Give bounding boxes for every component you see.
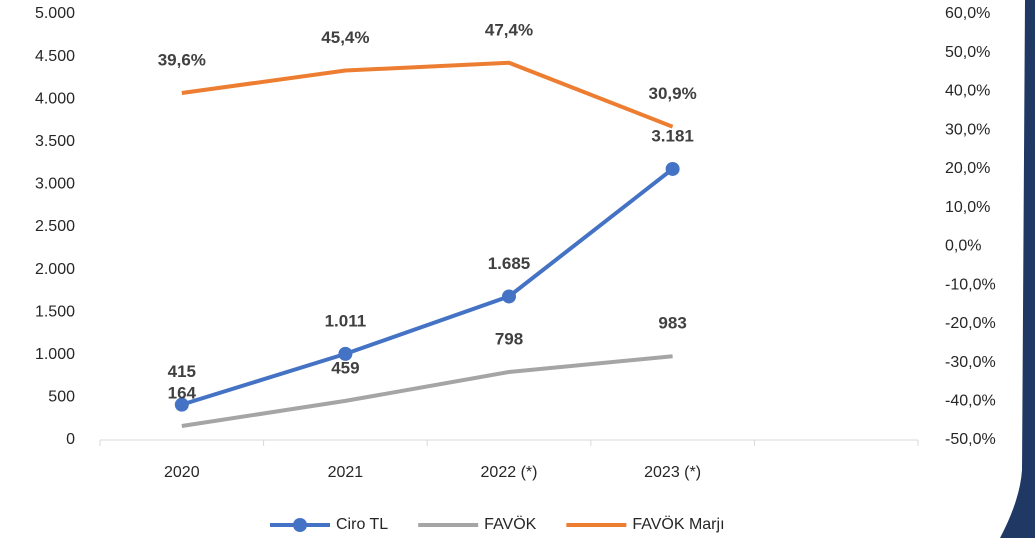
y2-tick-label: 0,0% (945, 238, 981, 255)
data-label: 415 (168, 362, 196, 381)
x-tick-label: 2023 (*) (644, 464, 701, 481)
y-tick-label: 4.000 (35, 90, 75, 107)
data-label: 1.011 (325, 311, 367, 330)
y-tick-label: 3.000 (35, 176, 75, 193)
x-tick-label: 2020 (164, 464, 200, 481)
data-label: 3.181 (651, 126, 694, 145)
series-line (181, 60, 674, 129)
y-tick-label: 500 (48, 389, 75, 406)
x-tick-label: 2022 (*) (481, 464, 538, 481)
legend-label: FAVÖK Marjı (632, 515, 724, 533)
legend-label: FAVÖK (484, 515, 536, 533)
data-label: 459 (331, 358, 359, 377)
legend-marker (293, 518, 307, 532)
legend-label: Ciro TL (336, 516, 388, 533)
y-tick-label: 0 (66, 431, 75, 448)
y-tick-label: 4.500 (35, 48, 75, 65)
decoration (1000, 0, 1035, 538)
point (338, 346, 353, 361)
y-tick-label: 1.000 (35, 346, 75, 363)
data-label: 45,4% (321, 28, 369, 47)
data-label: 983 (658, 314, 686, 333)
data-label: 39,6% (158, 50, 206, 69)
y2-tick-label: -30,0% (945, 354, 996, 371)
point (502, 289, 516, 304)
y2-tick-label: 30,0% (945, 121, 990, 138)
data-label: 30,9% (648, 84, 696, 103)
data-label: 1.685 (488, 254, 531, 273)
series-line (181, 167, 674, 407)
y2-tick-label: 10,0% (945, 199, 990, 216)
point (665, 161, 680, 176)
y2-tick-label: 20,0% (945, 160, 990, 177)
y-tick-label: 2.000 (35, 261, 75, 278)
y2-tick-label: 60,0% (945, 5, 990, 22)
y2-tick-label: -10,0% (945, 276, 996, 293)
y2-tick-label: -40,0% (945, 392, 996, 409)
data-label: 164 (168, 384, 197, 403)
point (174, 397, 189, 412)
data-label: 798 (495, 329, 523, 348)
y2-tick-label: 50,0% (945, 44, 990, 61)
data-label: 47,4% (485, 20, 533, 39)
y-tick-label: 2.500 (35, 218, 75, 235)
series-line (181, 354, 673, 429)
y2-tick-label: 40,0% (945, 83, 990, 100)
y2-tick-label: -20,0% (945, 315, 996, 332)
y2-tick-label: -50,0% (945, 431, 996, 448)
y-tick-label: 3.500 (35, 133, 75, 150)
y-tick-label: 1.500 (35, 303, 75, 320)
y-tick-label: 5.000 (35, 5, 75, 22)
x-tick-label: 2021 (328, 464, 364, 481)
